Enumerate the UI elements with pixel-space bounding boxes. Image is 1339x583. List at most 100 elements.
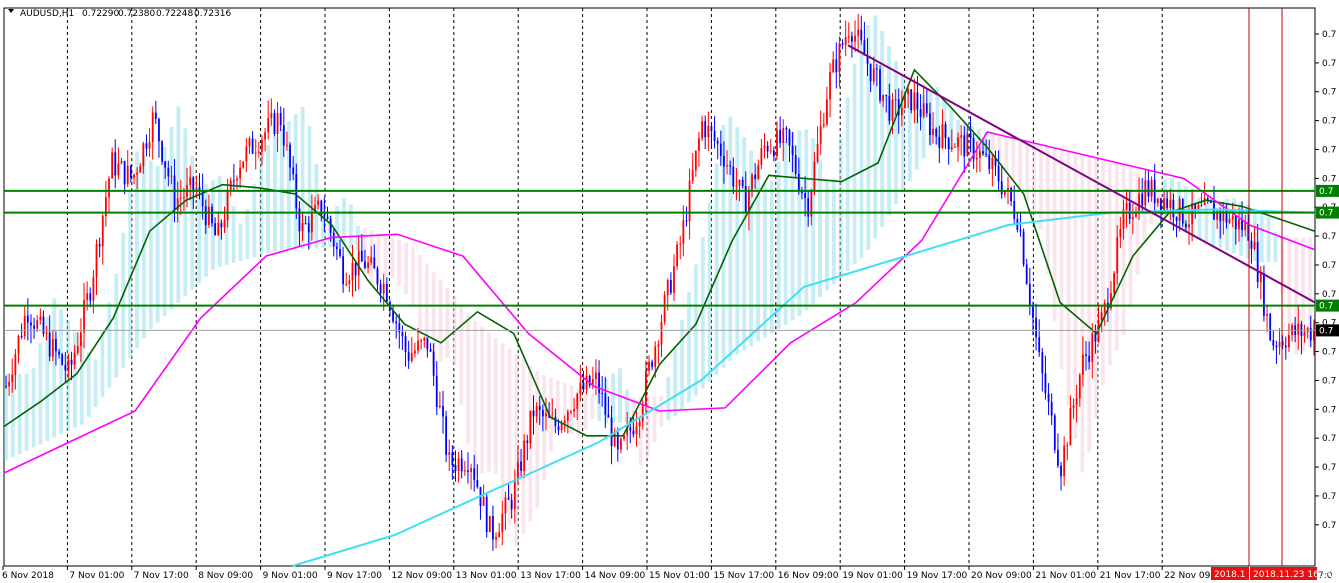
candle-body bbox=[270, 113, 273, 119]
candle-body bbox=[173, 175, 176, 210]
candle-body bbox=[978, 151, 981, 158]
candle-body bbox=[1238, 219, 1240, 230]
candle-body bbox=[467, 470, 469, 472]
time-label: 13 Nov 01:00 bbox=[456, 571, 517, 581]
candle-body bbox=[367, 262, 369, 268]
candle-body bbox=[239, 167, 242, 179]
time-label: 15 Nov 17:00 bbox=[713, 571, 774, 581]
candle-body bbox=[407, 352, 410, 361]
candle-body bbox=[626, 427, 629, 436]
candle-body bbox=[1025, 264, 1028, 284]
candle-body bbox=[673, 266, 675, 293]
cloud-segment bbox=[638, 396, 643, 466]
cloud-segment bbox=[680, 319, 684, 410]
cloud-segment bbox=[17, 373, 22, 455]
candle-body bbox=[838, 43, 841, 73]
candle-body bbox=[738, 180, 741, 186]
candle-body bbox=[1138, 193, 1140, 213]
candle-body bbox=[223, 220, 226, 228]
candle-body bbox=[610, 417, 613, 447]
time-label: 19 Nov 17:00 bbox=[907, 571, 968, 581]
candle-body bbox=[748, 191, 750, 213]
cloud-segment bbox=[459, 304, 464, 405]
candle-body bbox=[1266, 313, 1268, 316]
candle-body bbox=[869, 63, 872, 82]
time-label: 15 Nov 01:00 bbox=[649, 571, 710, 581]
candle-body bbox=[866, 55, 869, 64]
candle-body bbox=[641, 405, 644, 422]
candle-body bbox=[192, 177, 195, 191]
candle-body bbox=[704, 121, 707, 138]
candle-body bbox=[1035, 317, 1037, 338]
cloud-segment bbox=[238, 223, 243, 261]
candle-body bbox=[1166, 198, 1169, 209]
cloud-segment bbox=[431, 271, 436, 367]
candle-body bbox=[435, 375, 438, 408]
candle-body bbox=[429, 349, 432, 352]
candle-body bbox=[719, 143, 722, 156]
cloud-segment bbox=[852, 63, 857, 265]
candle-body bbox=[782, 128, 785, 143]
candle-body bbox=[804, 193, 806, 199]
candle-body bbox=[289, 144, 291, 168]
candle-body bbox=[26, 315, 29, 323]
price-label: 0.7 bbox=[1322, 521, 1336, 531]
candle-body bbox=[694, 150, 697, 171]
candle-body bbox=[879, 69, 881, 101]
candle-body bbox=[732, 166, 735, 187]
candle-body bbox=[257, 151, 260, 153]
cloud-segment bbox=[859, 44, 864, 258]
candle-body bbox=[1075, 398, 1078, 406]
candle-body bbox=[158, 119, 160, 142]
candle-body bbox=[854, 35, 856, 42]
cloud-segment bbox=[86, 351, 91, 417]
cloud-segment bbox=[1287, 237, 1292, 331]
candle-body bbox=[950, 146, 953, 150]
cloud-segment bbox=[880, 30, 885, 227]
candle-body bbox=[204, 206, 207, 226]
cloud-segment bbox=[990, 134, 995, 160]
cloud-segment bbox=[480, 326, 484, 474]
ohlc-open: 0.72290 bbox=[82, 9, 119, 19]
candle-body bbox=[301, 222, 304, 232]
candle-body bbox=[851, 36, 853, 42]
cloud-segment bbox=[901, 75, 905, 193]
candle-body bbox=[729, 165, 732, 167]
ichimoku-cloud bbox=[4, 15, 1312, 547]
cloud-segment bbox=[197, 183, 201, 284]
candle-body bbox=[55, 338, 57, 352]
plot-area bbox=[3, 7, 1316, 567]
candle-body bbox=[1150, 179, 1153, 197]
candle-body bbox=[860, 29, 863, 41]
candle-body bbox=[526, 440, 529, 444]
candle-body bbox=[254, 152, 257, 154]
candle-body bbox=[395, 321, 398, 324]
cloud-segment bbox=[473, 320, 477, 476]
cloud-segment bbox=[390, 237, 395, 278]
candle-body bbox=[554, 416, 557, 427]
candle-body bbox=[960, 135, 963, 138]
candle-body bbox=[357, 250, 360, 276]
cloud-segment bbox=[1066, 152, 1071, 406]
menu-triangle-icon[interactable] bbox=[8, 9, 14, 13]
candle-body bbox=[557, 426, 560, 431]
cloud-segment bbox=[935, 87, 940, 146]
candle-body bbox=[900, 108, 903, 116]
cloud-segment bbox=[949, 109, 954, 150]
candle-body bbox=[442, 405, 444, 417]
cloud-segment bbox=[493, 337, 498, 474]
cloud-segment bbox=[976, 129, 981, 156]
candle-body bbox=[1019, 229, 1022, 232]
cloud-segment bbox=[59, 309, 63, 435]
cloud-segment bbox=[424, 263, 429, 352]
candle-body bbox=[89, 293, 92, 301]
cloud-segment bbox=[466, 312, 471, 445]
candle-body bbox=[476, 479, 479, 488]
cloud-segment bbox=[224, 188, 229, 265]
cloud-segment bbox=[1211, 204, 1216, 246]
candle-body bbox=[95, 244, 98, 278]
candle-body bbox=[944, 124, 947, 138]
candle-body bbox=[457, 458, 460, 471]
candle-body bbox=[80, 332, 82, 347]
